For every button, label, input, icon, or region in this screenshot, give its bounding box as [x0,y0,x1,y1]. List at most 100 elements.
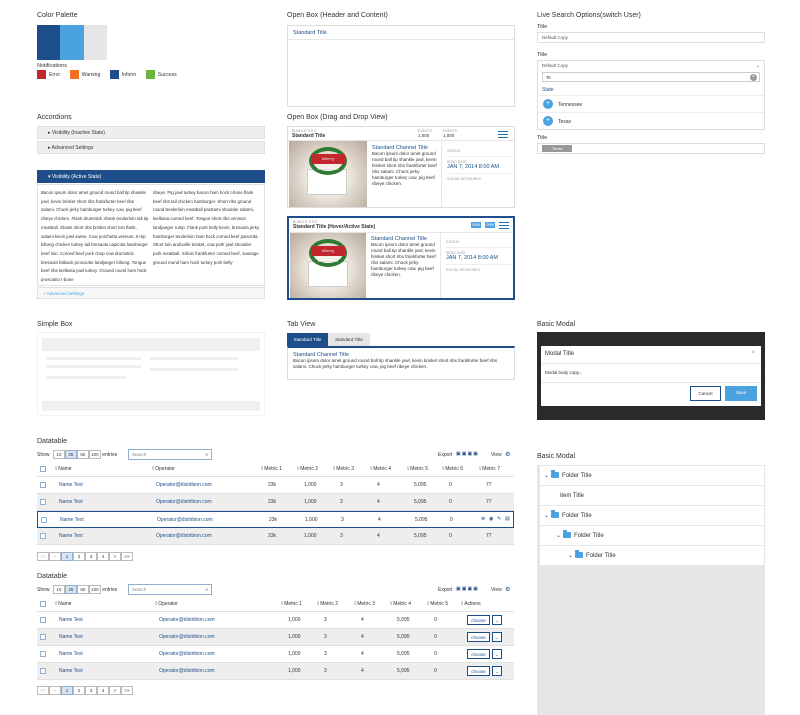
choose-button[interactable]: choose [467,632,490,642]
page-size-100[interactable]: 100 [88,585,101,594]
col-actions[interactable]: ⇕Actions [460,601,481,607]
col-metric-1[interactable]: ⇕Metric 1 [260,466,282,472]
chevron-down-icon[interactable]: ⌄ [492,649,502,659]
menu-icon[interactable] [498,131,508,138]
chevron-down-icon[interactable]: ⌄ [492,632,502,642]
col-metric-2[interactable]: ⇕Metric 2 [316,601,338,607]
datatable2-search[interactable]: Search ⌕ [128,584,212,595]
export-label[interactable]: Export [438,452,453,458]
tree-folder[interactable]: ⌄ Folder Title [540,466,764,486]
pager-page-1[interactable]: 1 [61,686,73,695]
accordion-item-advanced[interactable]: ▸ Advanced Settings [37,141,265,154]
export-icons[interactable]: ▣▣▣▣ [456,586,479,592]
choose-button[interactable]: choose [467,649,490,659]
row-checkbox[interactable] [40,499,46,505]
page-size-25[interactable]: 25 [64,450,77,459]
pager-first[interactable]: << [37,552,49,561]
operator-link[interactable]: Operator@distribion.com [156,482,212,488]
clear-icon[interactable]: × [750,74,757,81]
chevron-down-icon[interactable]: ⌄ [544,473,550,479]
chevron-down-icon[interactable]: ⌄ [544,513,550,519]
chevron-down-icon[interactable]: ⌄ [556,533,562,539]
page-size-50[interactable]: 50 [76,450,89,459]
pager-page-4[interactable]: 4 [97,686,109,695]
save-button[interactable]: Save [725,386,757,401]
accordion-item-visibility-active[interactable]: ▾ Visibility (Active State) [37,170,265,183]
channel-title[interactable]: Standard Channel Title [372,145,428,151]
table-row[interactable]: Name Text Operator@distribion.com 23k 1,000… [37,477,514,494]
field2-select[interactable]: Default Copy ⌄ [538,61,764,71]
col-metric-5[interactable]: ⇕Metric 5 [426,601,448,607]
table-row[interactable]: Name Text Operator@distribion.com 1,000 3 4 5… [37,612,514,629]
name-cell[interactable]: Name Text [59,634,83,640]
operator-link[interactable]: Operator@distribion.com [156,499,212,505]
col-operator[interactable]: ⇕Operator [154,601,178,607]
pager-next[interactable]: > [109,686,121,695]
tab-standard[interactable]: Standard Title [328,333,370,346]
dd-card-hover[interactable]: BUNDLE TITLE Standard Title (Hover/Activ… [287,216,515,300]
field3-input[interactable]: Texas [537,143,765,154]
pager-page-4[interactable]: 4 [97,552,109,561]
view-icon[interactable]: ⚙ [505,452,511,458]
col-metric-4[interactable]: ⇕Metric 4 [389,601,411,607]
edit-icon[interactable]: ✎ [497,516,502,522]
row-checkbox[interactable] [40,651,46,657]
pager-page-3[interactable]: 3 [85,552,97,561]
tree-item[interactable]: item Title [540,486,764,506]
channel-title[interactable]: Standard Channel Title [371,236,427,242]
dd-card[interactable]: BUNDLE TITLE Standard Title EVENTS 1,000… [287,126,515,208]
pager-page-2[interactable]: 2 [73,686,85,695]
live-search-input[interactable]: Te × [542,72,760,82]
col-metric-6[interactable]: ⇕Metric 6 [441,466,463,472]
chevron-down-icon[interactable]: ⌄ [568,553,574,559]
operator-link[interactable]: Operator@distribion.com [156,533,212,539]
col-name[interactable]: ⇕Name [54,601,72,607]
pager-page-1[interactable]: 1 [61,552,73,561]
chevron-down-icon[interactable]: ⌄ [492,615,502,625]
name-cell[interactable]: Name Text [59,651,83,657]
tab-standard-active[interactable]: Standard Title [287,333,328,346]
tree-folder[interactable]: ⌄ Folder Title [540,506,764,526]
pager-prev[interactable]: < [49,686,61,695]
delete-icon[interactable]: ▤ [505,516,510,522]
add-icon[interactable]: ⊕ [481,516,486,522]
operator-link[interactable]: Operator@distribion.com [159,634,215,640]
col-metric-1[interactable]: ⇕Metric 1 [280,601,302,607]
row-checkbox[interactable] [40,533,46,539]
page-size-10[interactable]: 10 [52,585,65,594]
choose-button[interactable]: choose [467,615,490,625]
col-metric-5[interactable]: ⇕Metric 5 [406,466,428,472]
field1-input[interactable]: Default Copy [537,32,765,43]
chip[interactable]: Texas [542,145,573,152]
view-label[interactable]: View [491,452,502,458]
tree-folder[interactable]: ⌄ Folder Title [540,546,764,566]
chevron-down-icon[interactable]: ⌄ [492,666,502,676]
operator-link[interactable]: Operator@distribion.com [157,517,213,523]
pager-page-3[interactable]: 3 [85,686,97,695]
table-row[interactable]: Name Text Operator@distribion.com 23k 1,000… [37,528,514,545]
view-label[interactable]: View [491,587,502,593]
accordion-item-visibility-inactive[interactable]: ▸ Visibility (Inactive State) [37,126,265,139]
name-cell[interactable]: Name Text [59,668,83,674]
pager-first[interactable]: << [37,686,49,695]
row-checkbox[interactable] [40,634,46,640]
choose-button[interactable]: choose [467,666,490,676]
option-texas[interactable]: + Texas [538,112,764,129]
table-row[interactable]: Name Text Operator@distribion.com 1,000 3 4 5… [37,663,514,680]
pager-prev[interactable]: < [49,552,61,561]
name-cell[interactable]: Name Text [60,517,84,523]
col-metric-3[interactable]: ⇕Metric 3 [353,601,375,607]
table-row[interactable]: Name Text Operator@distribion.com 1,000 3 4 5… [37,646,514,663]
select-all-checkbox[interactable] [40,601,46,607]
pager-last[interactable]: >> [121,686,133,695]
name-cell[interactable]: Name Text [59,499,83,505]
drm-badge[interactable]: DRM [485,222,495,228]
col-operator[interactable]: ⇕Operator [151,466,175,472]
name-cell[interactable]: Name Text [59,533,83,539]
tree-folder[interactable]: ⌄ Folder Title [540,526,764,546]
pager-page-2[interactable]: 2 [73,552,85,561]
table-row[interactable]: Name Text Operator@distribion.com 1,000 3 4 5… [37,629,514,646]
table-row[interactable]: Name Text Operator@distribion.com 23k 1,000… [37,511,514,528]
menu-icon[interactable] [499,222,509,229]
view-icon[interactable]: ⚙ [505,587,511,593]
